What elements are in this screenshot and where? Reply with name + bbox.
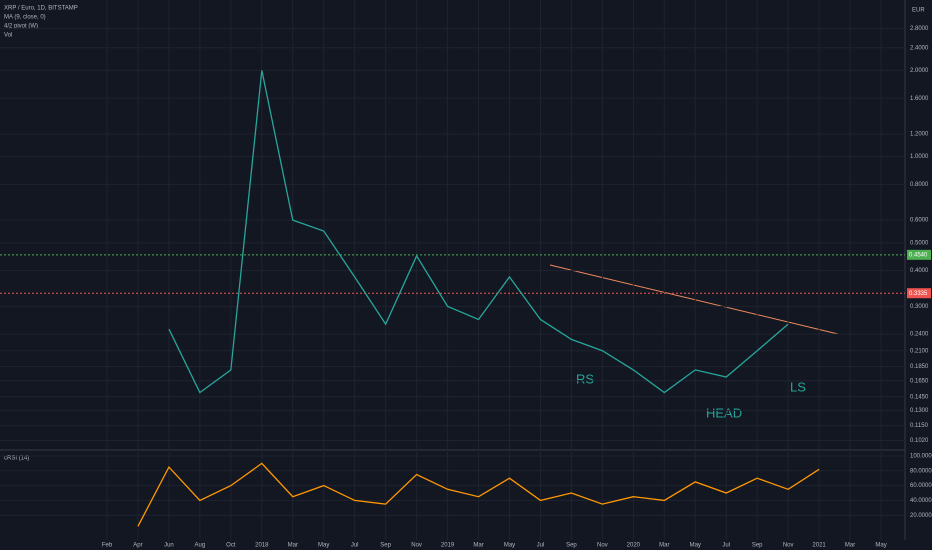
x-tick-label: Nov: [597, 543, 608, 549]
y-tick-label: 80.0000: [910, 468, 932, 474]
y-tick-label: 1.0000: [910, 154, 929, 160]
x-tick-label: Mar: [288, 543, 298, 549]
trendline: [549, 264, 839, 335]
y-tick-label: 0.1850: [910, 364, 929, 370]
y-tick-label: 0.3000: [910, 304, 929, 310]
y-tick-label: 2.4000: [910, 45, 929, 51]
x-tick-label: May: [504, 543, 515, 549]
indicator: MA (9, close, 0): [4, 15, 46, 21]
y-tick-label: 1.2000: [910, 132, 929, 138]
series-line: [168, 70, 789, 394]
x-tick-label: Oct: [226, 543, 236, 549]
indicator: Vol: [4, 33, 12, 39]
chart-title: XRP / Euro, 1D, BITSTAMP: [4, 6, 78, 12]
y-tick-label: 0.1300: [910, 408, 929, 414]
y-tick-label: 100.0000: [910, 454, 932, 460]
x-tick-label: Jul: [722, 543, 730, 549]
y-tick-label: 20.0000: [910, 513, 932, 519]
x-tick-label: 2021: [812, 543, 826, 549]
y-tick-label: 0.1150: [910, 423, 929, 429]
y-tick-label: 0.5000: [910, 240, 929, 246]
x-tick-label: Mar: [845, 543, 855, 549]
y-tick-label: 2.8000: [910, 26, 929, 32]
x-tick-label: Sep: [566, 543, 577, 549]
x-tick-label: Nov: [411, 543, 422, 549]
x-tick-label: Jul: [537, 543, 545, 549]
y-tick-label: 2.0000: [910, 68, 929, 74]
x-tick-label: May: [875, 543, 886, 549]
level-tag: [907, 249, 931, 260]
y-tick-label: 0.1650: [910, 378, 929, 384]
x-tick-label: 2018: [255, 543, 269, 549]
annotation: LS: [790, 379, 806, 394]
annotation: HEAD: [706, 405, 742, 420]
x-tick-label: 2020: [627, 543, 641, 549]
annotation: RS: [576, 371, 594, 386]
x-tick-label: May: [318, 543, 329, 549]
y-tick-label: 0.8000: [910, 182, 929, 188]
x-tick-label: Mar: [659, 543, 669, 549]
y-tick-label: 0.4000: [910, 268, 929, 274]
x-tick-label: May: [690, 543, 701, 549]
x-tick-label: Feb: [102, 543, 113, 549]
x-tick-label: Sep: [380, 543, 391, 549]
currency: EUR: [912, 8, 925, 14]
x-tick-label: Mar: [473, 543, 483, 549]
indicator: 4/2 pivot (W): [4, 24, 38, 30]
y-tick-label: 60.0000: [910, 483, 932, 489]
x-tick-label: Sep: [752, 543, 763, 549]
y-tick-label: 0.1450: [910, 394, 929, 400]
pane-title: cRSI (14): [4, 456, 29, 462]
level-label: 0.3335: [909, 291, 928, 297]
x-tick-label: Jul: [351, 543, 359, 549]
y-tick-label: 40.0000: [910, 498, 932, 504]
x-tick-label: Jun: [164, 543, 174, 549]
y-tick-label: 0.2100: [910, 348, 929, 354]
y-tick-label: 0.2400: [910, 332, 929, 338]
y-tick-label: 0.6000: [910, 218, 929, 224]
x-tick-label: Aug: [195, 543, 206, 549]
level-label: 0.4540: [909, 252, 928, 258]
level-tag: [907, 288, 931, 299]
x-tick-label: Apr: [133, 543, 142, 549]
y-tick-label: 1.6000: [910, 96, 929, 102]
series-line: [137, 462, 820, 527]
y-tick-label: 0.1020: [910, 438, 929, 444]
x-tick-label: 2019: [441, 543, 455, 549]
x-tick-label: Nov: [783, 543, 794, 549]
